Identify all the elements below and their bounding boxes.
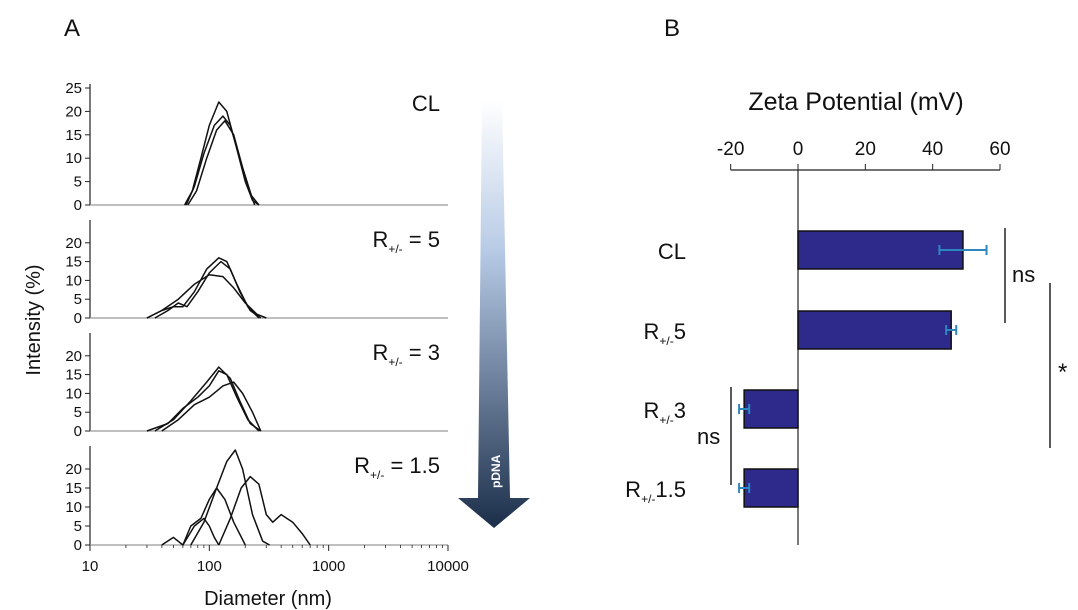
series-line-1-1	[154, 260, 262, 319]
y-tick-label: 0	[74, 423, 82, 440]
category-label-3-sub: +/-	[641, 492, 655, 506]
subplot-0: 0 5 10 15 20 25 CL	[65, 80, 448, 214]
error-bar-1	[945, 325, 958, 335]
sig-label-1: *	[1058, 359, 1067, 386]
y-tick-label: 5	[74, 404, 82, 421]
bar-1	[797, 310, 952, 350]
bar-0	[797, 230, 964, 270]
y-tick-label: 10	[65, 499, 82, 516]
bar-3	[743, 468, 799, 508]
pdna-arrow-label: pDNA	[489, 454, 503, 488]
panel-b-letter: B	[664, 15, 680, 42]
sig-label-2: ns	[697, 424, 720, 449]
pdna-arrow: pDNA	[458, 100, 530, 528]
x-tick-label: 100	[197, 558, 222, 575]
subplot-label-2-sub: +/-	[388, 355, 402, 369]
category-label-2: R+/-3	[644, 398, 686, 427]
y-tick-label: 5	[74, 518, 82, 535]
subplot-label-3-main: R	[354, 453, 370, 478]
error-bar-3	[738, 483, 751, 493]
category-label-1-main: R	[644, 319, 660, 344]
subplot-label-1-sub: +/-	[388, 242, 402, 256]
pdna-arrow-shape	[458, 100, 530, 528]
x-tick-label: 0	[793, 139, 804, 160]
chart-title: Zeta Potential (mV)	[748, 88, 963, 116]
y-tick-label: 15	[65, 127, 82, 144]
error-bar-0	[938, 245, 988, 255]
subplot-label-3-sub: +/-	[370, 468, 384, 482]
y-tick-label: 20	[65, 461, 82, 478]
bar-2	[743, 389, 799, 429]
y-tick-label: 5	[74, 174, 82, 191]
y-tick-label: 5	[74, 291, 82, 308]
subplot-label-2: R+/- = 3	[372, 340, 440, 369]
y-tick-label: 10	[65, 385, 82, 402]
category-label-2-main: R	[644, 398, 660, 423]
category-label-2-sub: +/-	[659, 413, 673, 427]
y-tick-label: 25	[65, 80, 82, 97]
subplot-label-0-main: CL	[412, 91, 440, 116]
category-label-1-sub: +/-	[659, 334, 673, 348]
x-tick-label: 10	[82, 558, 99, 575]
category-label-3-tail: 1.5	[655, 477, 686, 502]
series-line-3-0	[161, 487, 246, 546]
subplot-3: 0 5 10 15 20 R+/- = 1.5	[65, 446, 448, 554]
y-tick-label: 0	[74, 197, 82, 214]
subplot-label-2-main: R	[372, 340, 388, 365]
x-tick-label: 60	[989, 139, 1010, 160]
category-label-1-tail: 5	[674, 319, 686, 344]
x-tick-label: 1000	[312, 558, 345, 575]
x-tick-label: 20	[855, 139, 876, 160]
y-tick-label: 0	[74, 310, 82, 327]
panel-a-letter: A	[64, 15, 80, 42]
x-tick-label: -20	[717, 139, 744, 160]
y-tick-label: 15	[65, 254, 82, 271]
category-label-2-tail: 3	[674, 398, 686, 423]
subplot-label-3-tail: = 1.5	[384, 453, 440, 478]
zeta-potential-chart: Zeta Potential (mV)-20 0 20 40 60CLR+/-5R+/-…	[625, 88, 1067, 545]
subplot-label-1-tail: = 5	[403, 227, 440, 252]
series-line-3-1	[190, 449, 270, 546]
series-line-2-1	[154, 366, 262, 432]
series-line-2-2	[161, 381, 262, 432]
x-tick-label: 40	[922, 139, 943, 160]
error-bar-2	[738, 404, 751, 414]
y-tick-label: 10	[65, 272, 82, 289]
series-line-1-2	[146, 274, 267, 319]
sig-label-0: ns	[1012, 262, 1035, 287]
series-line-2-0	[146, 370, 260, 432]
y-tick-label: 20	[65, 348, 82, 365]
x-axis-label: Diameter (nm)	[204, 588, 332, 610]
series-line-3-3	[182, 517, 220, 546]
x-tick-label: 10000	[427, 558, 469, 575]
y-tick-label: 20	[65, 235, 82, 252]
y-tick-label: 15	[65, 367, 82, 384]
category-label-0: CL	[658, 239, 686, 264]
subplot-label-3: R+/- = 1.5	[354, 453, 440, 482]
series-line-0-2	[187, 120, 260, 206]
y-tick-label: 10	[65, 150, 82, 167]
subplot-label-0: CL	[412, 91, 440, 116]
category-label-3-main: R	[625, 477, 641, 502]
category-label-3: R+/-1.5	[625, 477, 686, 506]
category-label-1: R+/-5	[644, 319, 686, 348]
y-tick-label: 0	[74, 537, 82, 554]
y-tick-label: 15	[65, 480, 82, 497]
series-line-3-2	[218, 475, 311, 546]
subplot-label-1: R+/- = 5	[372, 227, 440, 256]
y-axis-label: Intensity (%)	[23, 264, 45, 375]
category-label-0-main: CL	[658, 239, 686, 264]
subplot-label-1-main: R	[372, 227, 388, 252]
subplot-label-2-tail: = 3	[403, 340, 440, 365]
y-tick-label: 20	[65, 103, 82, 120]
